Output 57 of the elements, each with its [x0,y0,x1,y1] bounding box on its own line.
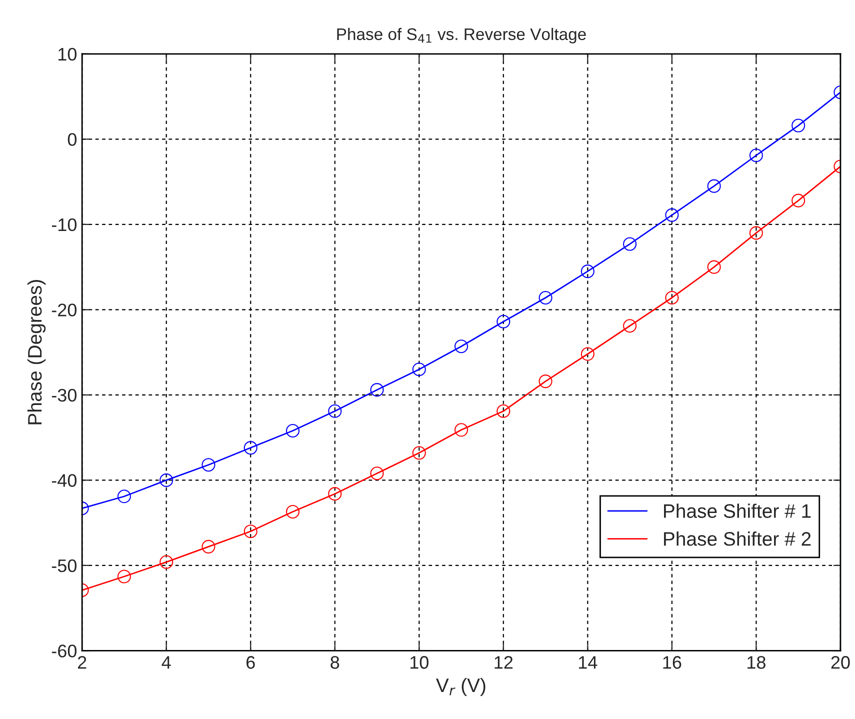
point [202,458,216,472]
point [792,194,806,208]
y-tick-label: -40 [52,474,77,487]
point [538,374,552,388]
point [117,570,131,584]
point [749,226,763,240]
point [496,404,510,418]
point [580,264,594,278]
point [370,383,384,397]
point [328,487,342,501]
point [454,340,468,354]
y-axis-title: Phase (Degrees) [27,280,46,424]
x-tick-label: 6 [246,656,255,669]
y-tick-label: 0 [68,133,77,146]
y-tick-label: -30 [52,388,77,402]
y-tick-label: -10 [52,218,77,232]
point [160,555,174,569]
point [749,148,763,162]
point [665,208,679,222]
y-tick-label: -20 [52,304,77,316]
x-tick-label: 12 [494,656,513,669]
y-tick-label: -60 [52,644,77,658]
x-tick-label: 18 [748,656,766,669]
point [454,423,468,437]
point [412,362,426,376]
y-tick-label: 10 [58,48,77,61]
point [623,237,637,251]
point [707,260,721,274]
chart-title: Phase of S$_{41}$ vs. Reverse Voltage [337,28,586,44]
point [792,118,806,132]
point [370,466,384,480]
point [412,446,426,460]
point [665,290,679,305]
point [580,347,594,361]
point [286,504,300,519]
legend-label: Phase Shifter # 2 [664,532,811,546]
x-tick-label: 16 [663,656,682,669]
x-tick-label: 4 [162,656,171,669]
x-tick-label: 14 [579,656,598,669]
point [707,179,721,193]
point [202,540,216,554]
y-tick-label: -50 [52,559,77,572]
point [286,424,300,438]
point [623,319,637,333]
point [496,314,510,328]
point [160,473,174,487]
x-tick-label: 10 [410,656,428,669]
x-axis-title: V$_{r}$ (V) [436,678,486,696]
point [244,441,258,455]
point [117,490,131,504]
point [244,524,258,538]
x-tick-label: 8 [330,656,340,669]
legend-label: Phase Shifter # 1 [664,504,811,518]
point [538,290,552,305]
x-tick-label: 2 [78,656,86,669]
point [328,404,342,418]
x-tick-label: 20 [831,656,850,669]
